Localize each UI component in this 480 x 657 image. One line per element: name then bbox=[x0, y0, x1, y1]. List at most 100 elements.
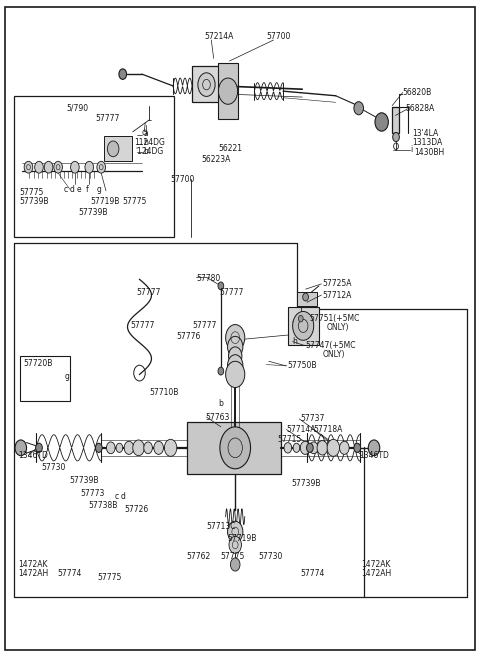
Text: 57710B: 57710B bbox=[149, 388, 179, 397]
Circle shape bbox=[284, 443, 292, 453]
Text: '124DG: '124DG bbox=[136, 147, 164, 156]
Circle shape bbox=[310, 442, 318, 454]
Text: b: b bbox=[218, 399, 223, 408]
Text: 56223A: 56223A bbox=[202, 155, 231, 164]
Text: 57730: 57730 bbox=[259, 552, 283, 561]
Text: 57775: 57775 bbox=[123, 197, 147, 206]
Circle shape bbox=[229, 536, 241, 553]
Circle shape bbox=[107, 442, 115, 454]
Text: 57777: 57777 bbox=[219, 288, 244, 297]
Text: a: a bbox=[144, 129, 148, 137]
Circle shape bbox=[228, 336, 243, 357]
Circle shape bbox=[299, 315, 303, 322]
Circle shape bbox=[36, 443, 42, 453]
Text: 57739B: 57739B bbox=[79, 208, 108, 217]
Circle shape bbox=[116, 443, 123, 453]
Text: 1472AK: 1472AK bbox=[361, 560, 391, 569]
Text: 57776: 57776 bbox=[176, 332, 200, 341]
Circle shape bbox=[218, 78, 238, 104]
Text: 5/790: 5/790 bbox=[67, 104, 89, 113]
Text: 57739B: 57739B bbox=[292, 479, 321, 487]
Circle shape bbox=[339, 442, 349, 455]
Text: 57737: 57737 bbox=[300, 415, 324, 424]
Text: 57777: 57777 bbox=[130, 321, 154, 330]
Text: g: g bbox=[96, 185, 101, 194]
Circle shape bbox=[220, 427, 251, 469]
Text: h: h bbox=[144, 138, 148, 147]
Text: 57774: 57774 bbox=[300, 569, 324, 578]
Circle shape bbox=[108, 141, 119, 157]
Text: 1430BH: 1430BH bbox=[414, 148, 444, 157]
Circle shape bbox=[327, 440, 339, 457]
Text: 57712A: 57712A bbox=[323, 290, 352, 300]
Bar bbox=[104, 137, 132, 162]
Text: 56221: 56221 bbox=[218, 144, 242, 152]
Text: f: f bbox=[86, 185, 89, 194]
Text: 1472AK: 1472AK bbox=[18, 560, 48, 569]
Text: 57750B: 57750B bbox=[287, 361, 316, 371]
Text: d: d bbox=[70, 185, 75, 194]
Bar bbox=[20, 356, 70, 401]
Text: 57730: 57730 bbox=[41, 463, 66, 472]
Text: 57718A: 57718A bbox=[313, 425, 343, 434]
Text: i: i bbox=[410, 145, 412, 154]
Circle shape bbox=[96, 443, 102, 453]
Text: g: g bbox=[65, 372, 70, 381]
Text: 57747(+5MC: 57747(+5MC bbox=[306, 341, 356, 350]
Text: 57739B: 57739B bbox=[69, 476, 98, 485]
Circle shape bbox=[44, 162, 53, 173]
Text: 57725A: 57725A bbox=[323, 279, 352, 288]
Circle shape bbox=[226, 361, 245, 388]
Text: 1313DA: 1313DA bbox=[412, 139, 443, 147]
Circle shape bbox=[300, 442, 310, 455]
Bar bbox=[218, 63, 238, 119]
Text: 56828A: 56828A bbox=[405, 104, 434, 114]
Bar bbox=[187, 422, 281, 474]
Text: 57775: 57775 bbox=[97, 573, 122, 582]
Text: 57720B: 57720B bbox=[24, 359, 53, 369]
Circle shape bbox=[97, 162, 106, 173]
Circle shape bbox=[226, 325, 245, 351]
Text: 57719B: 57719B bbox=[91, 197, 120, 206]
Text: 57751(+5MC: 57751(+5MC bbox=[310, 314, 360, 323]
Text: 57775: 57775 bbox=[20, 188, 44, 196]
Text: 57777: 57777 bbox=[96, 114, 120, 124]
Text: 57700: 57700 bbox=[266, 32, 291, 41]
Bar bbox=[392, 107, 399, 133]
Text: 57763: 57763 bbox=[205, 413, 230, 422]
Text: 57773: 57773 bbox=[80, 489, 105, 498]
Circle shape bbox=[230, 558, 240, 571]
Text: 57738B: 57738B bbox=[88, 501, 118, 510]
Circle shape bbox=[228, 355, 243, 376]
Text: 57700: 57700 bbox=[170, 175, 195, 183]
Bar bbox=[192, 66, 221, 102]
Circle shape bbox=[144, 442, 153, 454]
Circle shape bbox=[354, 443, 360, 453]
Text: 1472AH: 1472AH bbox=[18, 569, 48, 578]
Text: 56820B: 56820B bbox=[403, 88, 432, 97]
Text: 1346TD: 1346TD bbox=[18, 451, 48, 460]
Circle shape bbox=[375, 113, 388, 131]
Text: 57214A: 57214A bbox=[204, 32, 233, 41]
Text: 57714A: 57714A bbox=[287, 425, 316, 434]
Circle shape bbox=[303, 293, 309, 301]
Circle shape bbox=[124, 442, 134, 455]
Circle shape bbox=[71, 162, 79, 173]
Text: 57739B: 57739B bbox=[20, 197, 49, 206]
Circle shape bbox=[85, 162, 94, 173]
Text: 57715: 57715 bbox=[277, 436, 301, 444]
Circle shape bbox=[368, 440, 380, 456]
Text: c: c bbox=[114, 493, 118, 501]
Text: 13'4LA: 13'4LA bbox=[412, 129, 439, 137]
Circle shape bbox=[393, 133, 399, 142]
Text: 57713C: 57713C bbox=[206, 522, 236, 531]
Text: 57726: 57726 bbox=[124, 505, 148, 514]
Text: e: e bbox=[76, 185, 81, 194]
Text: h: h bbox=[293, 337, 298, 346]
Text: 57775: 57775 bbox=[221, 552, 245, 561]
Circle shape bbox=[307, 443, 313, 453]
Bar bbox=[298, 292, 317, 306]
Circle shape bbox=[317, 441, 327, 455]
Circle shape bbox=[164, 440, 177, 457]
Text: 57780: 57780 bbox=[196, 273, 220, 283]
